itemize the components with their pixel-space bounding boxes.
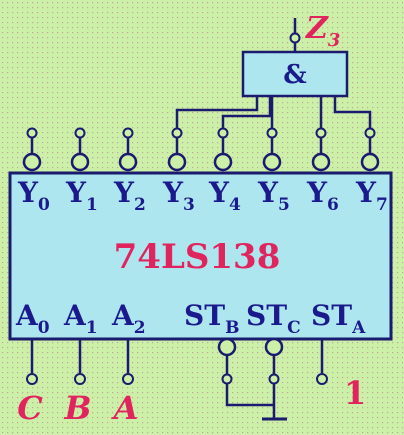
pin-terminal — [26, 373, 38, 385]
and-gate: & — [241, 50, 349, 98]
gate-input-wire — [175, 96, 259, 128]
input-label: B — [63, 389, 91, 427]
pin-terminal — [26, 127, 38, 139]
inverter-bubble — [213, 152, 233, 172]
output-label-y4: Y4 — [208, 176, 241, 215]
pin-terminal — [122, 127, 134, 139]
z3-label: Z3 — [305, 11, 340, 51]
pin-terminal — [266, 127, 278, 139]
input-label: A — [111, 389, 139, 427]
address-pins: A0 C A1 B A2 A — [15, 299, 146, 427]
output-pin-y5: Y5 — [257, 152, 290, 215]
address-pin-a2: A2 A — [111, 299, 146, 427]
enable-label-stc: STC — [246, 299, 301, 338]
pin-terminal — [122, 373, 134, 385]
output-label-y6: Y6 — [306, 176, 339, 215]
inverter-bubble — [118, 152, 138, 172]
address-label-a0: A0 — [15, 299, 50, 338]
output-label-y2: Y2 — [113, 176, 146, 215]
input-label: C — [17, 389, 43, 427]
address-label-a2: A2 — [111, 299, 146, 338]
pin-terminal — [171, 127, 183, 139]
enable-pin-stb: STB — [184, 299, 239, 385]
enable-pins: STB STC STA 1 — [184, 299, 366, 421]
inverter-bubble — [262, 152, 282, 172]
inverter-bubble — [167, 152, 187, 172]
pin-terminal — [364, 127, 376, 139]
output-pins: Y0 Y1 Y2 Y3 Y4 Y5 Y6 Y7 — [17, 127, 388, 215]
z3-output: Z3 — [289, 11, 340, 52]
address-label-a1: A1 — [63, 299, 98, 338]
pin-terminal — [315, 127, 327, 139]
gate-input-wire — [333, 96, 372, 128]
output-pin-y0: Y0 — [17, 127, 50, 215]
pin-terminal — [316, 373, 328, 385]
enable-pin-sta: STA 1 — [311, 299, 366, 412]
output-label-y3: Y3 — [162, 176, 195, 215]
and-gate-symbol: & — [283, 60, 306, 90]
output-pin-y6: Y6 — [306, 152, 339, 215]
inverter-bubble — [311, 152, 331, 172]
inverter-bubble — [264, 337, 284, 357]
chip-name: 74LS138 — [114, 237, 281, 277]
pin-terminal — [221, 373, 233, 385]
gate-input-wire — [221, 96, 272, 128]
inverter-bubble — [360, 152, 380, 172]
pin-terminal — [268, 373, 280, 385]
pin-terminal — [217, 127, 229, 139]
address-pin-a0: A0 C — [15, 299, 50, 427]
address-pin-a1: A1 B — [63, 299, 98, 427]
pin-terminal — [74, 127, 86, 139]
and-gate-box — [241, 50, 349, 98]
output-label-y5: Y5 — [257, 176, 290, 215]
output-label-y1: Y1 — [65, 176, 98, 215]
output-label-y7: Y7 — [355, 176, 388, 215]
inverter-bubble — [217, 337, 237, 357]
output-pin-y2: Y2 — [113, 127, 146, 215]
chip-body — [8, 171, 393, 341]
output-label-y0: Y0 — [17, 176, 50, 215]
output-pin-y1: Y1 — [65, 127, 98, 215]
enable-pin-stc: STC — [246, 299, 301, 385]
inverter-bubble — [70, 152, 90, 172]
output-pin-y7: Y7 — [355, 152, 388, 215]
gate-input-wires — [171, 96, 376, 154]
inverter-bubble — [22, 152, 42, 172]
pin-terminal — [74, 373, 86, 385]
ground-symbol — [225, 383, 287, 421]
output-pin-y4: Y4 — [208, 152, 241, 215]
enable-label-stb: STB — [184, 299, 239, 338]
enable-label-sta: STA — [311, 299, 366, 338]
st-a-value: 1 — [344, 374, 366, 412]
z3-terminal — [289, 32, 301, 44]
